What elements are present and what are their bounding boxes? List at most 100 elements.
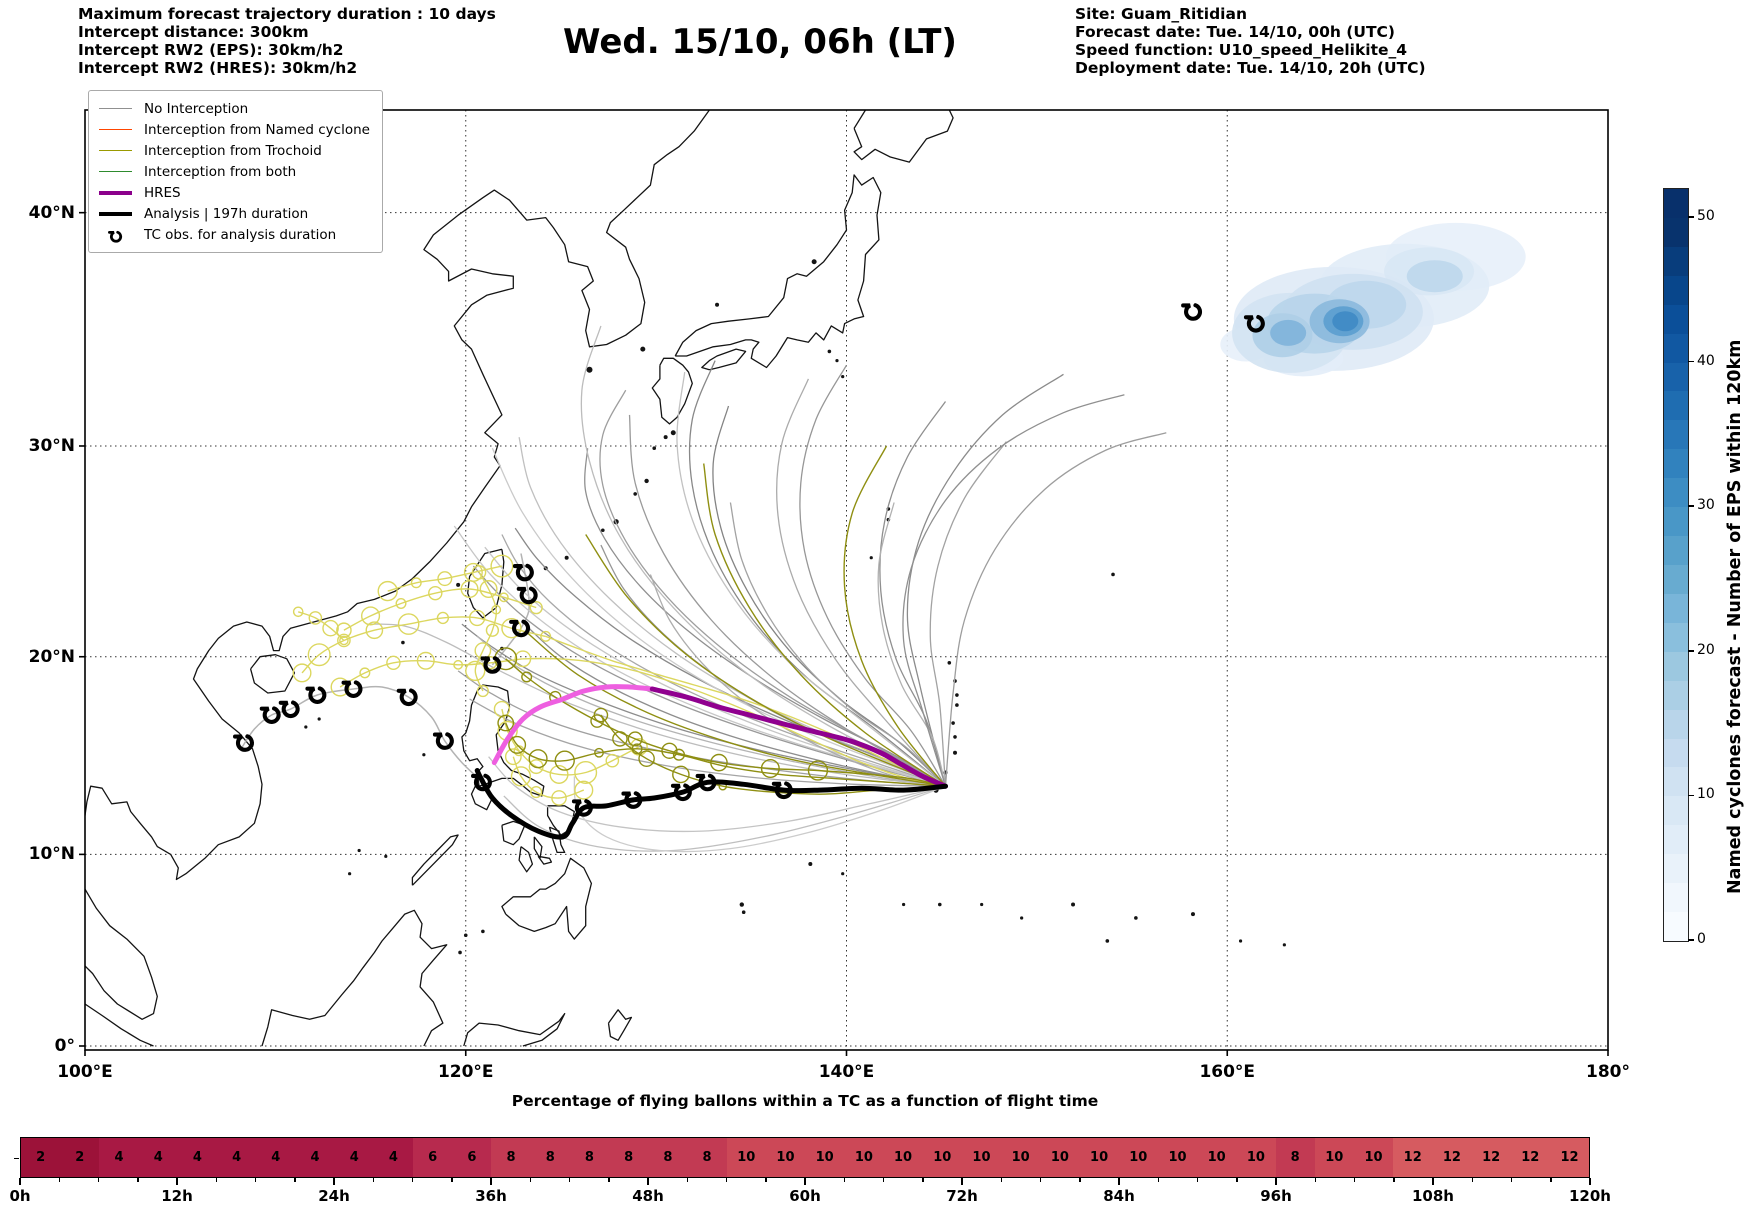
strip-cell: 10 — [1236, 1138, 1276, 1177]
eps-track-trochoid-interception — [505, 658, 946, 787]
strip-cell: 10 — [922, 1138, 962, 1177]
legend-item: Interception from Named cyclone — [99, 119, 370, 140]
trochoid-loop — [501, 618, 522, 639]
trochoid-loop — [337, 633, 351, 648]
legend-label: No Interception — [144, 100, 249, 117]
strip-tick — [1039, 1178, 1042, 1182]
colorbar-step — [1664, 333, 1688, 363]
strip-tick — [254, 1178, 257, 1182]
colorbar-step — [1664, 622, 1688, 652]
island-dot — [304, 725, 308, 729]
trochoid-loop — [453, 659, 464, 670]
colorbar-step — [1664, 651, 1688, 681]
island-dot — [739, 902, 744, 907]
colorbar-step — [1664, 478, 1688, 508]
trochoid-loop — [672, 765, 690, 784]
eps-track-no-interception — [902, 394, 1125, 787]
trochoid-loop — [428, 585, 443, 601]
island-dot — [463, 933, 468, 938]
trochoid-track — [522, 657, 946, 787]
cyclone-obs-icon — [516, 586, 538, 605]
eps-track-no-interception — [729, 502, 946, 787]
strip-tick-label: 24h — [318, 1187, 350, 1205]
strip-tick — [1589, 1178, 1591, 1185]
island-dot — [1282, 943, 1286, 947]
legend-line-swatch — [99, 129, 132, 130]
eps-track-no-interception — [488, 756, 946, 833]
coastline — [501, 857, 593, 940]
legend-item: TC obs. for analysis duration — [99, 224, 370, 245]
colorbar-tick-label: 10 — [1697, 786, 1715, 803]
coastline — [537, 855, 553, 865]
legend-item: Interception from both — [99, 161, 370, 182]
eps-density-blob — [1332, 311, 1359, 332]
strip-cell: 4 — [177, 1138, 218, 1177]
cyclone-obs-icon — [278, 700, 300, 719]
trochoid-loop — [292, 663, 312, 683]
eps-track-trochoid-interception — [703, 463, 946, 787]
island-dot — [869, 556, 873, 560]
trochoid-loop — [365, 621, 384, 640]
trochoid-loop — [627, 731, 643, 747]
strip-tick — [647, 1178, 649, 1185]
coastline — [501, 820, 526, 846]
legend-line-swatch — [99, 108, 132, 109]
trochoid-loop — [529, 600, 543, 615]
island-dot — [1020, 916, 1024, 920]
trochoid-loop — [593, 707, 609, 723]
colorbar-step — [1664, 189, 1688, 218]
colorbar-step — [1664, 246, 1688, 276]
trochoid-loop — [359, 667, 371, 679]
coastline — [651, 357, 693, 425]
eps-density-blob — [1270, 319, 1307, 346]
strip-tick — [176, 1178, 178, 1185]
trochoid-loop — [493, 700, 511, 718]
strip-tick-label: 0h — [9, 1187, 31, 1205]
coastline — [853, 110, 954, 163]
strip-cell: 6 — [413, 1138, 453, 1177]
trochoid-track — [339, 658, 523, 688]
strip-tick-label: 60h — [789, 1187, 821, 1205]
trochoid-loop — [551, 790, 567, 806]
strip-tick — [1550, 1178, 1552, 1182]
x-tick-label: 100°E — [57, 1062, 113, 1082]
island-dot — [953, 735, 957, 739]
strip-title: Percentage of flying ballons within a TC… — [511, 1092, 1099, 1110]
colorbar — [1663, 188, 1689, 942]
strip-cell: 10 — [1001, 1138, 1041, 1177]
strip-tick — [1118, 1178, 1120, 1185]
strip-tick — [961, 1178, 963, 1185]
colorbar-tick — [1688, 216, 1694, 218]
strip-tick — [608, 1178, 610, 1182]
island-dot — [586, 366, 593, 373]
analysis-track — [474, 768, 948, 840]
trochoid-loop — [630, 737, 648, 756]
eps-track-no-interception — [628, 414, 946, 787]
colorbar-tick — [1688, 360, 1694, 363]
trochoid-loop — [465, 660, 486, 682]
island-dot — [827, 349, 832, 354]
colorbar-step — [1664, 854, 1688, 884]
strip-cell: 10 — [805, 1138, 845, 1177]
eps-track-trochoid-interception — [600, 714, 946, 795]
trochoid-loop — [308, 611, 323, 625]
coastline — [701, 348, 747, 371]
island-dot — [1134, 916, 1138, 920]
cyclone-obs-icon — [1181, 303, 1203, 321]
coastline — [249, 654, 296, 694]
island-dot — [357, 848, 361, 853]
strip-tick — [1079, 1178, 1081, 1182]
colorbar-tick-label: 0 — [1697, 931, 1706, 947]
strip-cell: 2 — [60, 1138, 100, 1177]
strip-tick-label: 36h — [475, 1187, 507, 1205]
strip-cell: 8 — [648, 1138, 688, 1177]
cyclone-obs-icon — [233, 734, 254, 752]
strip-tick — [1000, 1178, 1002, 1182]
eps-track-no-interception — [799, 364, 947, 787]
strip-cell: 10 — [961, 1138, 1002, 1177]
colorbar-step — [1664, 507, 1688, 537]
strip-cell: 4 — [99, 1138, 139, 1177]
strip-cell: 8 — [530, 1138, 570, 1177]
trochoid-loop — [504, 748, 522, 766]
strip-tick — [922, 1178, 924, 1182]
